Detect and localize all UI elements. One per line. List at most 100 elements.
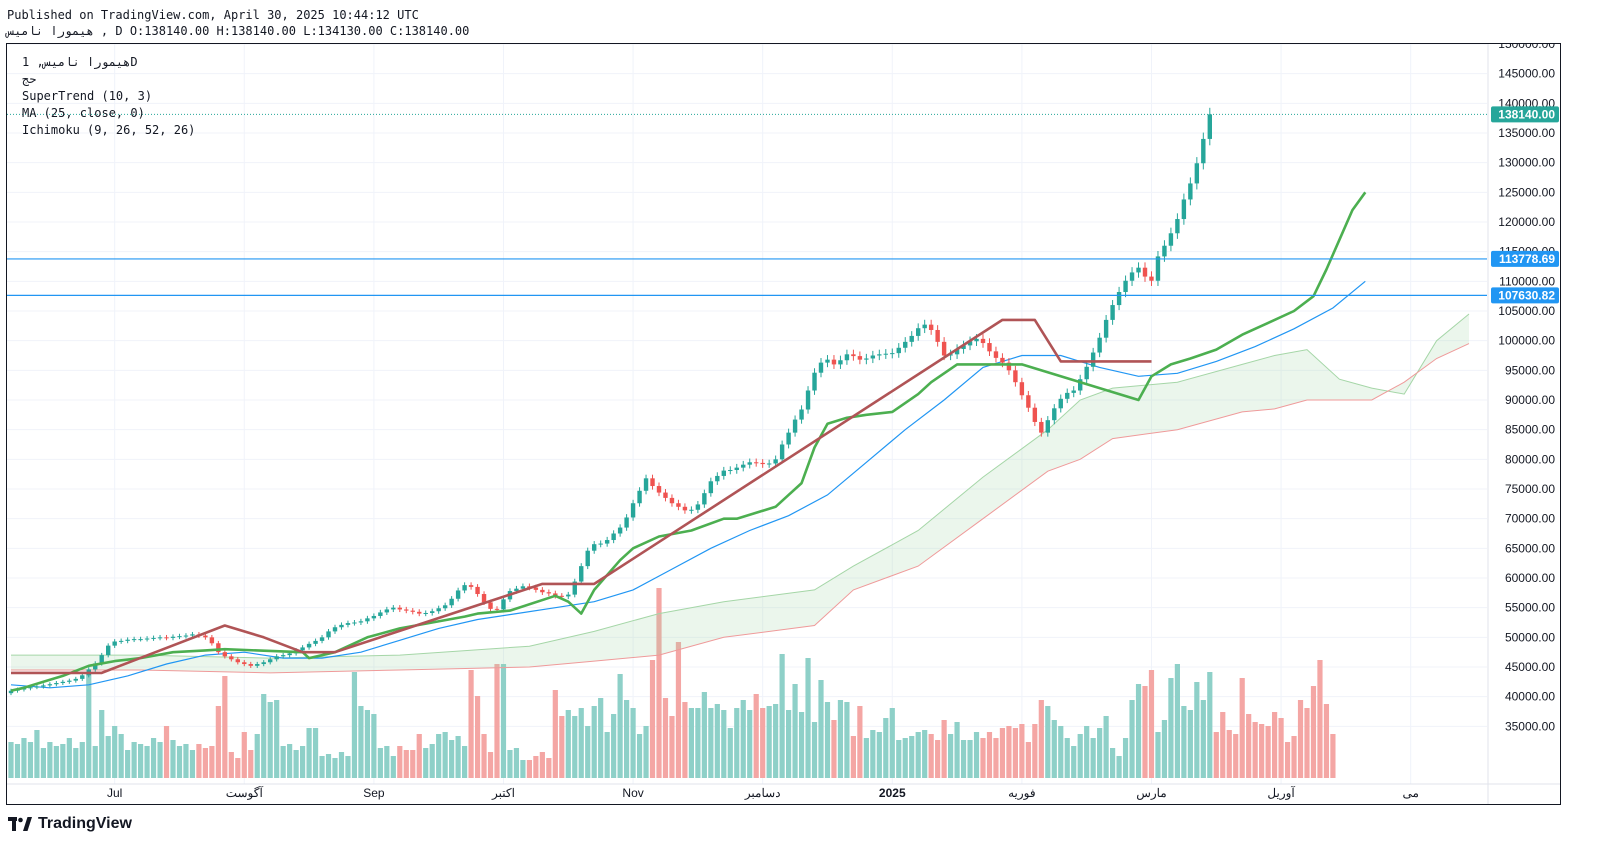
candle bbox=[676, 499, 681, 511]
candle-body bbox=[1065, 392, 1070, 399]
candle-body bbox=[676, 503, 681, 507]
volume-bar bbox=[617, 674, 623, 778]
candle-body bbox=[248, 664, 253, 666]
volume-bar bbox=[332, 758, 338, 778]
volume-bar bbox=[980, 738, 986, 778]
candle-body bbox=[8, 690, 14, 694]
candle-body bbox=[80, 675, 85, 679]
volume-bar bbox=[261, 694, 267, 778]
candle bbox=[131, 636, 137, 643]
candle-body bbox=[118, 640, 124, 642]
candle bbox=[183, 633, 189, 639]
volume-bar bbox=[656, 588, 662, 778]
candle-body bbox=[1123, 280, 1128, 293]
candle-body bbox=[352, 622, 357, 624]
candle bbox=[663, 489, 668, 502]
volume-bar bbox=[293, 750, 299, 778]
volume-bar bbox=[397, 746, 403, 778]
volume-bar bbox=[319, 756, 325, 778]
volume-bar bbox=[1148, 670, 1155, 778]
volume-bar bbox=[798, 712, 805, 778]
candle bbox=[566, 591, 571, 600]
candle-body bbox=[378, 612, 383, 616]
candle-body bbox=[961, 345, 966, 349]
volume-bar bbox=[1278, 718, 1284, 778]
volume-bar bbox=[345, 756, 351, 778]
candle-body bbox=[792, 419, 798, 433]
volume-bar bbox=[552, 690, 558, 778]
volume-bar bbox=[565, 710, 571, 778]
volume-bar bbox=[1077, 734, 1083, 778]
volume-bar bbox=[805, 658, 811, 778]
candle bbox=[209, 634, 215, 646]
volume-bar bbox=[1259, 724, 1265, 778]
candle-body bbox=[928, 324, 934, 330]
candle-body bbox=[514, 588, 519, 592]
candle bbox=[235, 657, 240, 665]
chart-canvas[interactable]: 150000.00145000.00140000.00135000.001300… bbox=[7, 44, 1560, 804]
candle bbox=[799, 405, 804, 424]
legend-supertrend[interactable]: SuperTrend (10, 3) bbox=[22, 89, 153, 103]
candle-body bbox=[462, 585, 467, 591]
volume-bar bbox=[274, 700, 280, 778]
candle bbox=[1155, 250, 1161, 286]
candle-body bbox=[183, 635, 189, 637]
volume-bar bbox=[1122, 738, 1129, 778]
candle-body bbox=[326, 631, 331, 638]
candle-body bbox=[1000, 357, 1005, 363]
candle bbox=[106, 643, 111, 658]
ohlc-line: هیمورا ناميس , D O:138140.00 H:138140.00… bbox=[7, 24, 470, 38]
legend-symbol[interactable]: هیمورا ناميس, 1D bbox=[22, 55, 138, 69]
volume-bar bbox=[1103, 716, 1109, 778]
candle bbox=[352, 620, 357, 626]
candle bbox=[844, 349, 850, 365]
volume-bar bbox=[209, 746, 215, 778]
candle bbox=[1084, 362, 1089, 384]
brand[interactable]: TradingView bbox=[8, 815, 132, 833]
candle bbox=[1110, 300, 1115, 325]
candle-body bbox=[585, 550, 590, 567]
y-tick-label: 150000.00 bbox=[1498, 44, 1555, 51]
candle-body bbox=[877, 354, 882, 356]
volume-bar bbox=[993, 738, 999, 778]
candle-body bbox=[494, 608, 500, 610]
volume-bar bbox=[474, 696, 481, 778]
volume-bar bbox=[442, 732, 448, 778]
volume-bar bbox=[643, 726, 649, 778]
x-tick-label: آگوست bbox=[226, 785, 264, 800]
volume-bar bbox=[546, 758, 552, 778]
candle bbox=[1181, 193, 1187, 225]
candle-body bbox=[974, 338, 979, 342]
volume-bar bbox=[125, 750, 131, 778]
volume-bar bbox=[526, 760, 532, 778]
volume-bar bbox=[740, 700, 746, 778]
legend-volume[interactable]: حج bbox=[22, 72, 37, 86]
volume-bar bbox=[384, 746, 390, 778]
candle bbox=[112, 639, 117, 648]
legend-ichimoku[interactable]: Ichimoku (9, 26, 52, 26) bbox=[22, 123, 196, 137]
candle bbox=[695, 500, 701, 514]
candle bbox=[754, 458, 759, 467]
candle bbox=[1116, 286, 1122, 311]
candle bbox=[805, 386, 811, 414]
candle bbox=[656, 482, 662, 497]
volume-bar bbox=[1032, 724, 1038, 778]
candle-body bbox=[1142, 267, 1148, 277]
candle-body bbox=[229, 656, 234, 660]
volume-bar bbox=[630, 708, 636, 778]
volume-bar bbox=[1097, 728, 1103, 778]
candle bbox=[462, 582, 467, 594]
chart-frame[interactable]: 150000.00 145000.00 140000.00 135000.00 1300… bbox=[6, 43, 1561, 805]
candle-body bbox=[391, 607, 396, 610]
volume-bar bbox=[1220, 712, 1226, 778]
candle-body bbox=[890, 353, 895, 355]
candle-body bbox=[1116, 292, 1122, 306]
y-tick-label: 65000.00 bbox=[1505, 541, 1555, 555]
candle bbox=[93, 661, 98, 672]
candle bbox=[728, 466, 733, 475]
legend-ma[interactable]: MA (25, close, 0) bbox=[22, 106, 145, 120]
candle-body bbox=[1129, 272, 1135, 281]
candle-body bbox=[611, 533, 616, 541]
volume-bar bbox=[27, 742, 34, 778]
candle-body bbox=[572, 581, 577, 595]
